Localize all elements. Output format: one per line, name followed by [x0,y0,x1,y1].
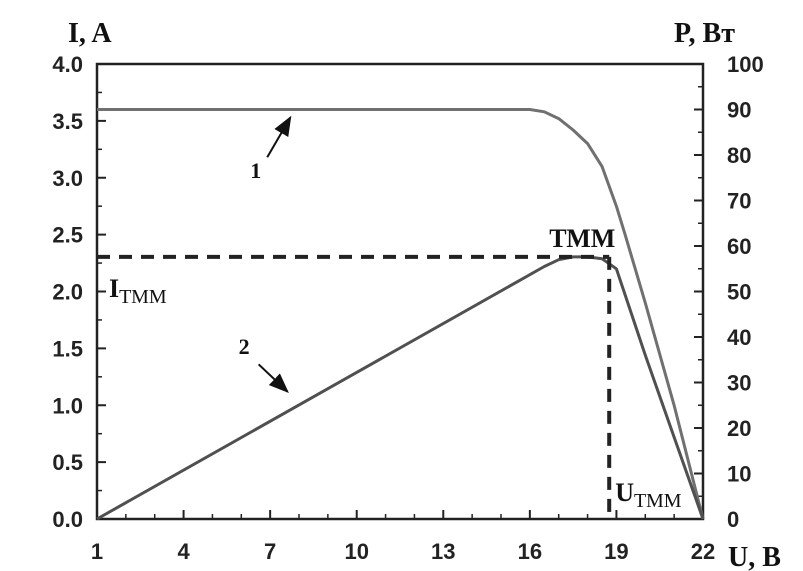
x-tick-label: 16 [518,539,542,564]
y-right-tick-label: 60 [727,234,751,259]
x-axis-title: U, В [728,542,781,571]
series-line-2 [96,255,705,521]
curve-arrow-1 [266,115,292,158]
series-line-1 [97,108,705,520]
y-left-tick-label: 1.5 [52,336,83,361]
x-tick-label: 19 [604,539,628,564]
curve-label-2: 2 [239,334,250,359]
y-left-tick-label: 2.0 [52,280,83,305]
curve-label-1: 1 [250,158,261,183]
y-left-tick-label: 1.0 [52,393,83,418]
u-mpp-label: UТММ [615,478,682,512]
y-left-tick-label: 4.0 [52,52,83,77]
series [96,108,705,521]
y-left-tick-label: 0.0 [52,507,83,532]
i-mpp-label: IТММ [109,274,167,308]
mpp-label: ТММ [549,224,615,253]
y-right-tick-label: 10 [727,462,751,487]
y-right-tick-label: 40 [727,325,751,350]
x-tick-label: 1 [91,539,103,564]
y-left-tick-label: 3.5 [52,109,83,134]
curve-arrow-2 [257,363,289,393]
plot-frame [95,62,705,521]
y-right-tick-label: 50 [727,280,751,305]
y-left-tick-label: 0.5 [52,450,83,475]
annotations: ТММ IТММ UТММ 1 2 [97,115,682,519]
y-right-tick-label: 0 [727,507,739,532]
x-tick-label: 7 [264,539,276,564]
y-left-tick-label: 3.0 [52,166,83,191]
x-tick-label: 10 [344,539,368,564]
y-right-tick-label: 70 [727,189,751,214]
axes [95,62,705,521]
y-right-tick-label: 90 [727,98,751,123]
y-right-axis-title: P, Вт [674,18,735,49]
ticks: 0.0 0.5 1.0 1.5 2.0 2.5 3.0 3.5 4.0 0 10 20 30 40 50 60… [52,52,763,564]
y-left-tick-label: 2.5 [52,223,83,248]
y-right-tick-label: 80 [727,143,751,168]
x-tick-label: 4 [177,539,190,564]
y-left-axis-title: I, A [68,18,112,49]
y-right-tick-label: 30 [727,371,751,396]
x-tick-label: 22 [691,539,715,564]
x-tick-label: 13 [431,539,455,564]
y-right-tick-label: 100 [727,52,764,77]
y-right-tick-label: 20 [727,416,751,441]
